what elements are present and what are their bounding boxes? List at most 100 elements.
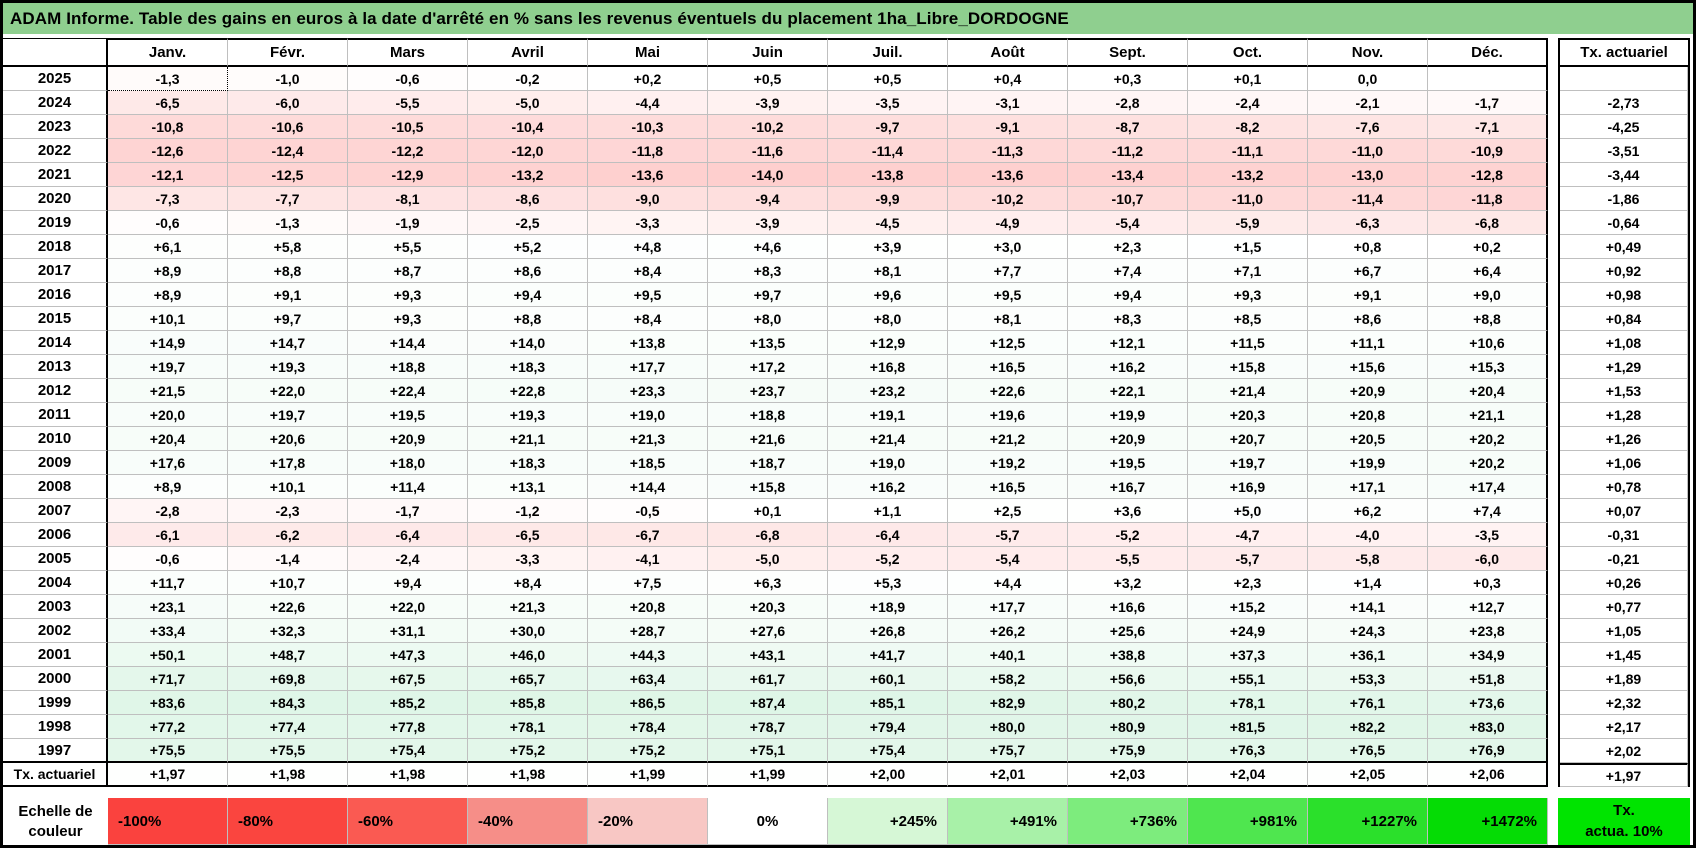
cell-2007-m10[interactable]: +5,0 [1188, 499, 1308, 523]
year-label-2020[interactable]: 2020 [3, 187, 108, 211]
cell-2017-m5[interactable]: +8,4 [588, 259, 708, 283]
cell-2006-m8[interactable]: -5,7 [948, 523, 1068, 547]
cell-2017-m11[interactable]: +6,7 [1308, 259, 1428, 283]
cell-2025-m6[interactable]: +0,5 [708, 67, 828, 91]
cell-2009-m9[interactable]: +19,5 [1068, 451, 1188, 475]
cell-2010-m4[interactable]: +21,1 [468, 427, 588, 451]
cell-2015-m8[interactable]: +8,1 [948, 307, 1068, 331]
cell-2018-m10[interactable]: +1,5 [1188, 235, 1308, 259]
cell-2004-m10[interactable]: +2,3 [1188, 571, 1308, 595]
selected-cell[interactable]: -1,3 [108, 67, 228, 91]
cell-2025-m9[interactable]: +0,3 [1068, 67, 1188, 91]
cell-2008-m11[interactable]: +17,1 [1308, 475, 1428, 499]
cell-2001-m8[interactable]: +40,1 [948, 643, 1068, 667]
cell-2011-m6[interactable]: +18,8 [708, 403, 828, 427]
cell-1998-m1[interactable]: +77,2 [108, 715, 228, 739]
cell-2016-m12[interactable]: +9,0 [1428, 283, 1548, 307]
cell-2007-m6[interactable]: +0,1 [708, 499, 828, 523]
cell-1998-m5[interactable]: +78,4 [588, 715, 708, 739]
cell-2025-m10[interactable]: +0,1 [1188, 67, 1308, 91]
cell-2022-m2[interactable]: -12,4 [228, 139, 348, 163]
cell-2010-m10[interactable]: +20,7 [1188, 427, 1308, 451]
cell-2022-m1[interactable]: -12,6 [108, 139, 228, 163]
cell-2014-m11[interactable]: +11,1 [1308, 331, 1428, 355]
cell-2012-m12[interactable]: +20,4 [1428, 379, 1548, 403]
year-label-1999[interactable]: 1999 [3, 691, 108, 715]
cell-2001-m1[interactable]: +50,1 [108, 643, 228, 667]
cell-1998-m3[interactable]: +77,8 [348, 715, 468, 739]
cell-2016-m6[interactable]: +9,7 [708, 283, 828, 307]
cell-2008-m2[interactable]: +10,1 [228, 475, 348, 499]
cell-2000-m7[interactable]: +60,1 [828, 667, 948, 691]
cell-2009-m1[interactable]: +17,6 [108, 451, 228, 475]
year-label-2006[interactable]: 2006 [3, 523, 108, 547]
cell-2015-m11[interactable]: +8,6 [1308, 307, 1428, 331]
cell-2002-m5[interactable]: +28,7 [588, 619, 708, 643]
cell-2013-m10[interactable]: +15,8 [1188, 355, 1308, 379]
cell-2021-m5[interactable]: -13,6 [588, 163, 708, 187]
cell-1999-m11[interactable]: +76,1 [1308, 691, 1428, 715]
cell-2016-m9[interactable]: +9,4 [1068, 283, 1188, 307]
cell-2011-m2[interactable]: +19,7 [228, 403, 348, 427]
cell-2016-m1[interactable]: +8,9 [108, 283, 228, 307]
cell-2017-m4[interactable]: +8,6 [468, 259, 588, 283]
cell-2023-m12[interactable]: -7,1 [1428, 115, 1548, 139]
cell-2015-m2[interactable]: +9,7 [228, 307, 348, 331]
cell-2006-m12[interactable]: -3,5 [1428, 523, 1548, 547]
cell-2016-m8[interactable]: +9,5 [948, 283, 1068, 307]
year-label-2010[interactable]: 2010 [3, 427, 108, 451]
tx-value-2012[interactable]: +1,53 [1560, 379, 1688, 403]
cell-2001-m4[interactable]: +46,0 [468, 643, 588, 667]
cell-2019-m5[interactable]: -3,3 [588, 211, 708, 235]
tx-row-cell-m3[interactable]: +1,98 [348, 763, 468, 787]
cell-1997-m5[interactable]: +75,2 [588, 739, 708, 763]
cell-2012-m11[interactable]: +20,9 [1308, 379, 1428, 403]
year-label-2025[interactable]: 2025 [3, 67, 108, 91]
cell-2024-m9[interactable]: -2,8 [1068, 91, 1188, 115]
cell-2011-m5[interactable]: +19,0 [588, 403, 708, 427]
tx-value-2006[interactable]: -0,31 [1560, 523, 1688, 547]
cell-2014-m1[interactable]: +14,9 [108, 331, 228, 355]
year-label-1998[interactable]: 1998 [3, 715, 108, 739]
tx-value-2009[interactable]: +1,06 [1560, 451, 1688, 475]
cell-2015-m4[interactable]: +8,8 [468, 307, 588, 331]
cell-2015-m6[interactable]: +8,0 [708, 307, 828, 331]
cell-2020-m2[interactable]: -7,7 [228, 187, 348, 211]
cell-2015-m3[interactable]: +9,3 [348, 307, 468, 331]
cell-2006-m4[interactable]: -6,5 [468, 523, 588, 547]
cell-2006-m2[interactable]: -6,2 [228, 523, 348, 547]
cell-2018-m7[interactable]: +3,9 [828, 235, 948, 259]
tx-row-cell-m2[interactable]: +1,98 [228, 763, 348, 787]
cell-2015-m7[interactable]: +8,0 [828, 307, 948, 331]
cell-2006-m1[interactable]: -6,1 [108, 523, 228, 547]
tx-value-2003[interactable]: +0,77 [1560, 595, 1688, 619]
tx-value-2022[interactable]: -3,51 [1560, 139, 1688, 163]
cell-2024-m6[interactable]: -3,9 [708, 91, 828, 115]
cell-2007-m9[interactable]: +3,6 [1068, 499, 1188, 523]
cell-2004-m3[interactable]: +9,4 [348, 571, 468, 595]
cell-2014-m7[interactable]: +12,9 [828, 331, 948, 355]
cell-2023-m7[interactable]: -9,7 [828, 115, 948, 139]
cell-2004-m9[interactable]: +3,2 [1068, 571, 1188, 595]
cell-2006-m3[interactable]: -6,4 [348, 523, 468, 547]
tx-value-2016[interactable]: +0,98 [1560, 283, 1688, 307]
cell-2018-m5[interactable]: +4,8 [588, 235, 708, 259]
cell-2011-m11[interactable]: +20,8 [1308, 403, 1428, 427]
cell-2017-m10[interactable]: +7,1 [1188, 259, 1308, 283]
cell-2005-m3[interactable]: -2,4 [348, 547, 468, 571]
cell-2002-m6[interactable]: +27,6 [708, 619, 828, 643]
cell-1997-m6[interactable]: +75,1 [708, 739, 828, 763]
year-label-2012[interactable]: 2012 [3, 379, 108, 403]
tx-value-2001[interactable]: +1,45 [1560, 643, 1688, 667]
cell-2023-m2[interactable]: -10,6 [228, 115, 348, 139]
cell-2018-m8[interactable]: +3,0 [948, 235, 1068, 259]
cell-2020-m12[interactable]: -11,8 [1428, 187, 1548, 211]
cell-2009-m10[interactable]: +19,7 [1188, 451, 1308, 475]
cell-2012-m5[interactable]: +23,3 [588, 379, 708, 403]
cell-2024-m1[interactable]: -6,5 [108, 91, 228, 115]
cell-2022-m4[interactable]: -12,0 [468, 139, 588, 163]
year-label-2008[interactable]: 2008 [3, 475, 108, 499]
cell-2016-m7[interactable]: +9,6 [828, 283, 948, 307]
cell-2017-m12[interactable]: +6,4 [1428, 259, 1548, 283]
tx-value-2021[interactable]: -3,44 [1560, 163, 1688, 187]
